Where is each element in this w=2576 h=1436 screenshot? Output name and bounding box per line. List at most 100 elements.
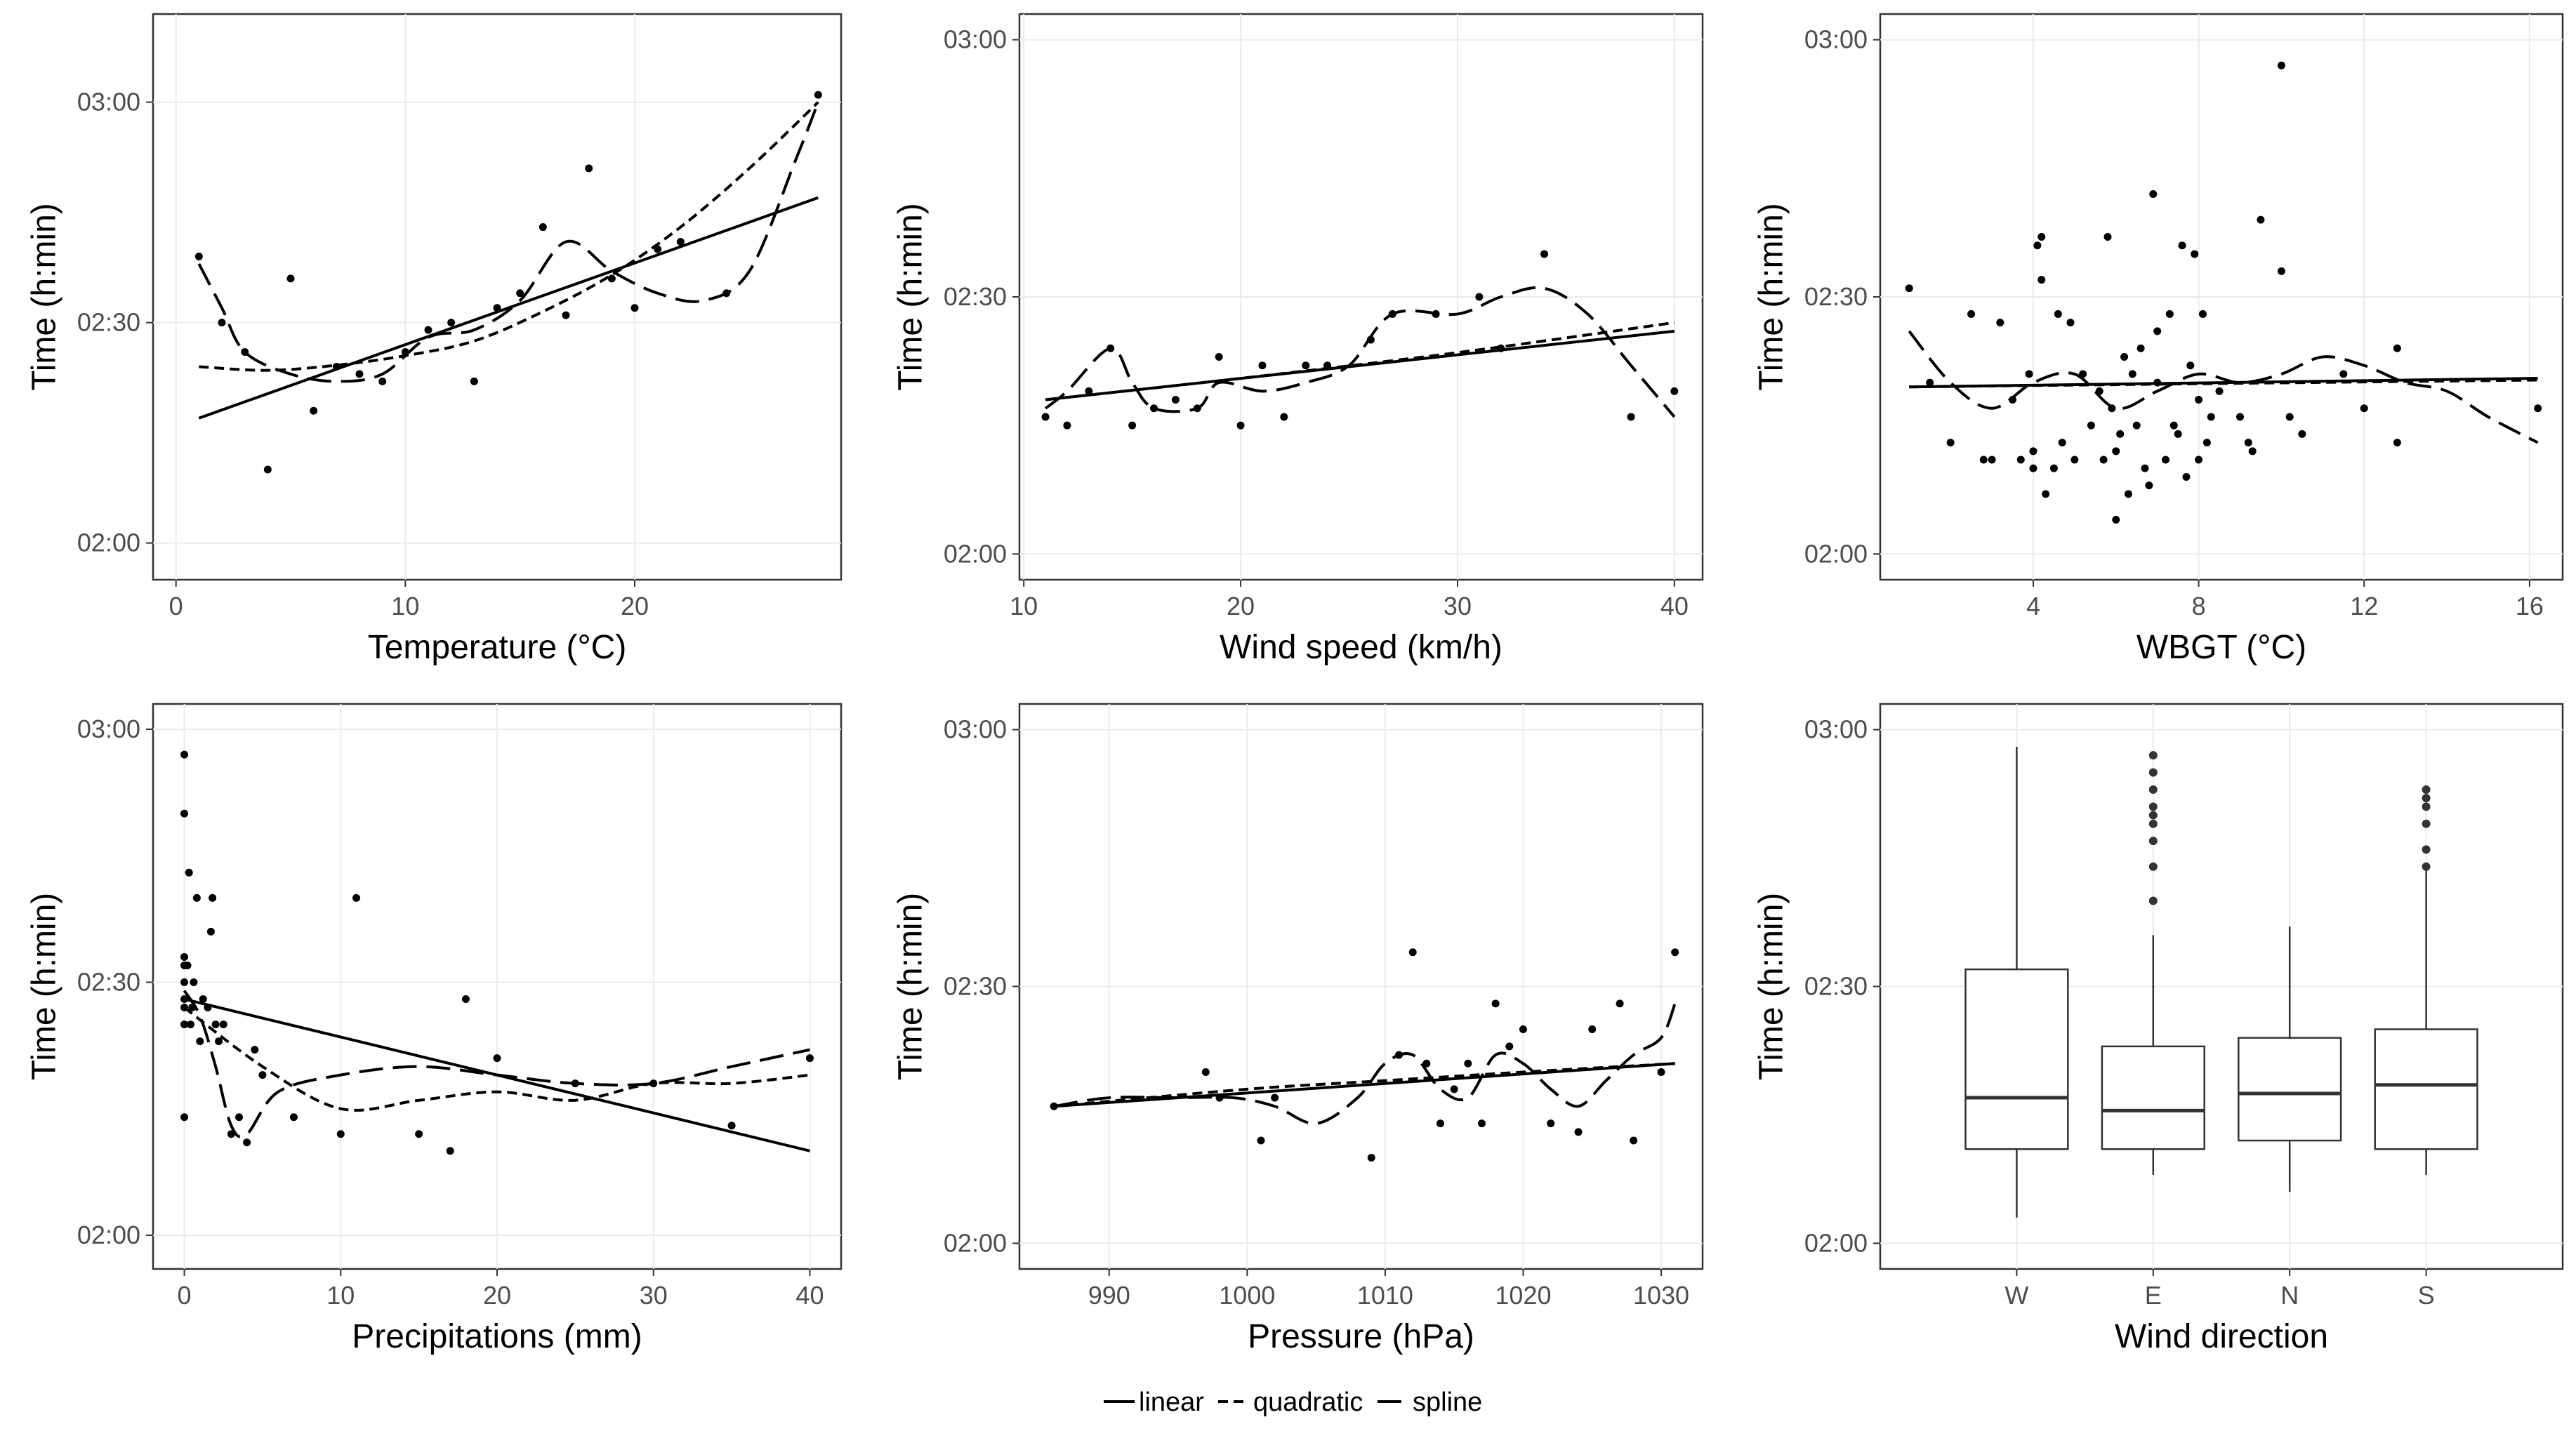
y-tick-label: 02:00 — [77, 1221, 140, 1249]
panel-5: 02:00 02:30 03:00 990 1000 1010 1020 1030 Pressu… — [892, 703, 1704, 1355]
data-point — [180, 750, 189, 759]
x-tick-label: 0 — [169, 592, 183, 620]
x-tick-label: 30 — [640, 1281, 668, 1310]
y-tick-label: 02:30 — [1804, 282, 1868, 311]
box-S — [2374, 785, 2478, 1175]
x-tick-label: 10 — [326, 1281, 355, 1310]
x-tick-label: 1010 — [1357, 1281, 1413, 1310]
x-tick-label: 16 — [2516, 592, 2544, 620]
x-axis-title: Wind direction — [2115, 1318, 2328, 1355]
data-point — [1491, 999, 1500, 1008]
legend-item-quadratic: quadratic — [1218, 1388, 1363, 1417]
data-point — [2161, 456, 2169, 464]
series-spline-line — [1044, 286, 1676, 418]
legend-label: linear — [1139, 1388, 1204, 1417]
data-point — [2149, 190, 2158, 198]
series-spline-line — [197, 101, 820, 383]
data-point — [2025, 370, 2033, 378]
data-point — [336, 1130, 345, 1138]
y-axis-title: Time (h:min) — [892, 893, 930, 1081]
data-point — [1085, 387, 1093, 395]
data-point — [2029, 447, 2037, 456]
data-point — [211, 1021, 220, 1029]
data-point — [562, 311, 570, 319]
y-tick-label: 03:00 — [944, 715, 1007, 744]
data-point — [727, 1122, 736, 1130]
data-point — [2033, 241, 2042, 250]
data-point — [805, 1054, 814, 1063]
data-point — [1215, 352, 1223, 361]
data-point — [2236, 413, 2245, 421]
x-axis-title: Pressure (hPa) — [1248, 1318, 1474, 1355]
outlier-point — [2148, 862, 2158, 871]
data-point — [263, 465, 272, 474]
legend-item-spline: spline — [1378, 1388, 1482, 1417]
x-axis-title: Precipitations (mm) — [352, 1318, 642, 1355]
data-point — [2112, 516, 2120, 524]
panel-2: 02:00 02:30 03:00 10 20 30 40 Wind speed (km/h)… — [892, 13, 1704, 666]
outlier-point — [2148, 768, 2158, 777]
data-point — [243, 1138, 251, 1147]
x-axis-title: WBGT (°C) — [2136, 629, 2306, 666]
data-point — [1670, 387, 1679, 395]
data-point — [2120, 352, 2129, 361]
y-tick-label: 02:30 — [944, 972, 1007, 1001]
data-point — [2054, 310, 2062, 318]
data-point — [2186, 361, 2195, 370]
data-point — [180, 1021, 189, 1029]
box-W — [1964, 746, 2069, 1218]
data-point — [180, 952, 189, 961]
x-tick-label: 20 — [1227, 592, 1255, 620]
data-point — [378, 377, 387, 385]
data-point — [1477, 1119, 1486, 1128]
gridlines — [153, 14, 841, 580]
x-tick-label: N — [2280, 1281, 2299, 1310]
y-tick-label: 02:00 — [944, 1228, 1007, 1257]
data-point — [1588, 1025, 1597, 1033]
y-tick-label: 02:00 — [1804, 539, 1868, 568]
data-point — [2277, 267, 2285, 275]
data-point — [183, 961, 192, 969]
outlier-point — [2148, 802, 2158, 811]
y-tick-label: 03:00 — [944, 25, 1007, 54]
data-point — [1967, 310, 1976, 318]
data-point — [2042, 490, 2050, 498]
outlier-point — [2422, 785, 2431, 794]
legend-label: quadratic — [1253, 1388, 1363, 1417]
data-point — [2207, 413, 2215, 421]
data-point — [219, 1021, 227, 1029]
data-point — [1505, 1042, 1514, 1051]
data-point — [2037, 233, 2046, 241]
data-point — [235, 1113, 243, 1122]
series-linear-line — [198, 196, 819, 420]
y-axis-title: Time (h:min) — [1753, 893, 1790, 1081]
data-point — [1063, 421, 1071, 430]
y-axis-title: Time (h:min) — [892, 203, 930, 391]
data-point — [2248, 447, 2257, 456]
x-axis-title: Temperature (°C) — [368, 629, 627, 666]
data-point — [2066, 319, 2075, 327]
x-tick-label: 12 — [2350, 592, 2378, 620]
data-point — [461, 995, 470, 1004]
box-body — [2238, 1037, 2342, 1142]
data-point — [2393, 344, 2401, 352]
data-point — [1475, 293, 1484, 301]
box-N — [2238, 926, 2342, 1192]
box-E — [2101, 751, 2205, 1175]
data-point — [2124, 490, 2132, 498]
series-quadratic-line — [1053, 1062, 1675, 1108]
panel-6: 02:00 02:30 03:00 W E N S Wind direction Time (h… — [1753, 703, 2564, 1355]
data-point — [1236, 421, 1245, 430]
data-point — [2195, 396, 2203, 404]
data-point — [1574, 1128, 1583, 1136]
x-tick-label: 4 — [2026, 592, 2040, 620]
data-point — [2244, 439, 2252, 447]
data-point — [1367, 1153, 1375, 1162]
data-point — [1041, 413, 1050, 421]
series-quadratic-line — [1045, 321, 1675, 401]
data-point — [447, 319, 456, 327]
data-point — [215, 1037, 223, 1046]
data-point — [446, 1147, 454, 1155]
data-point — [1547, 1119, 1555, 1128]
data-point — [1408, 948, 1417, 957]
